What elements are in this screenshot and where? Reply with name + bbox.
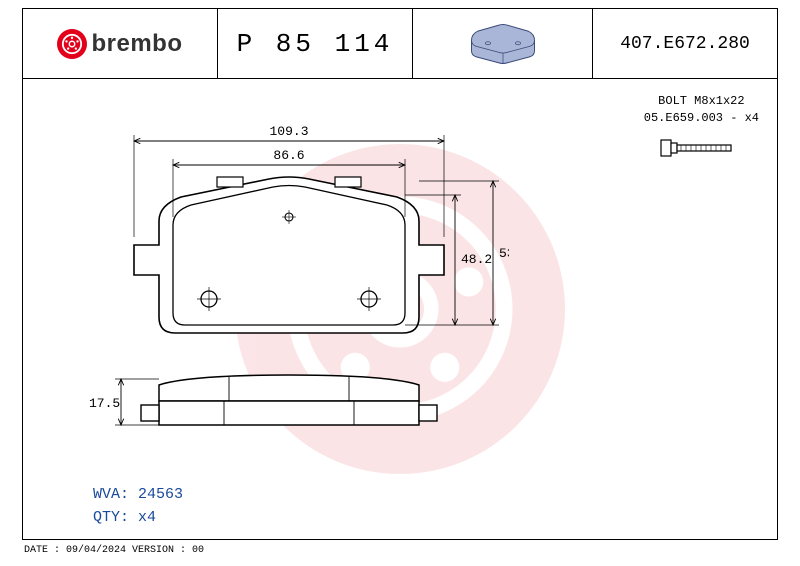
qty-label: QTY: [93,509,129,526]
technical-drawing: 109.3 86.6 48.2 53.5 [89,117,509,517]
brembo-disc-icon [57,29,87,59]
drawing-body: BOLT M8x1x22 05.E659.003 - x4 [23,79,777,539]
footer-meta: DATE : 09/04/2024 VERSION : 00 [24,545,204,556]
meta-block: WVA: 24563 QTY: x4 [93,484,183,529]
bolt-title: BOLT M8x1x22 [644,93,759,110]
drawing-frame: brembo P 85 114 407.E672.280 [22,8,778,540]
bolt-spec: BOLT M8x1x22 05.E659.003 - x4 [644,93,759,168]
wva-label: WVA: [93,486,129,503]
brand-name: brembo [91,30,182,58]
part-number-cell: P 85 114 [218,9,413,78]
brake-pad-isometric-icon [458,16,548,72]
reference-number: 407.E672.280 [620,34,750,54]
header-row: brembo P 85 114 407.E672.280 [23,9,777,79]
qty-row: QTY: x4 [93,507,183,530]
dim-width-outer: 109.3 [269,124,308,139]
qty-value: x4 [138,509,156,526]
dim-height-outer: 53.5 [499,246,509,261]
isometric-cell [413,9,593,78]
bolt-code: 05.E659.003 - x4 [644,110,759,127]
part-number: P 85 114 [237,29,394,59]
backing-plate-outline [134,177,444,333]
dim-thickness: 17.5 [89,396,120,411]
reference-cell: 407.E672.280 [593,9,777,78]
dim-height-inner: 48.2 [461,252,492,267]
brand-logo: brembo [57,29,182,59]
wva-row: WVA: 24563 [93,484,183,507]
bolt-icon [651,133,751,163]
dim-width-inner: 86.6 [273,148,304,163]
logo-cell: brembo [23,9,218,78]
side-view: 17.5 [89,375,437,425]
wva-value: 24563 [138,486,183,503]
